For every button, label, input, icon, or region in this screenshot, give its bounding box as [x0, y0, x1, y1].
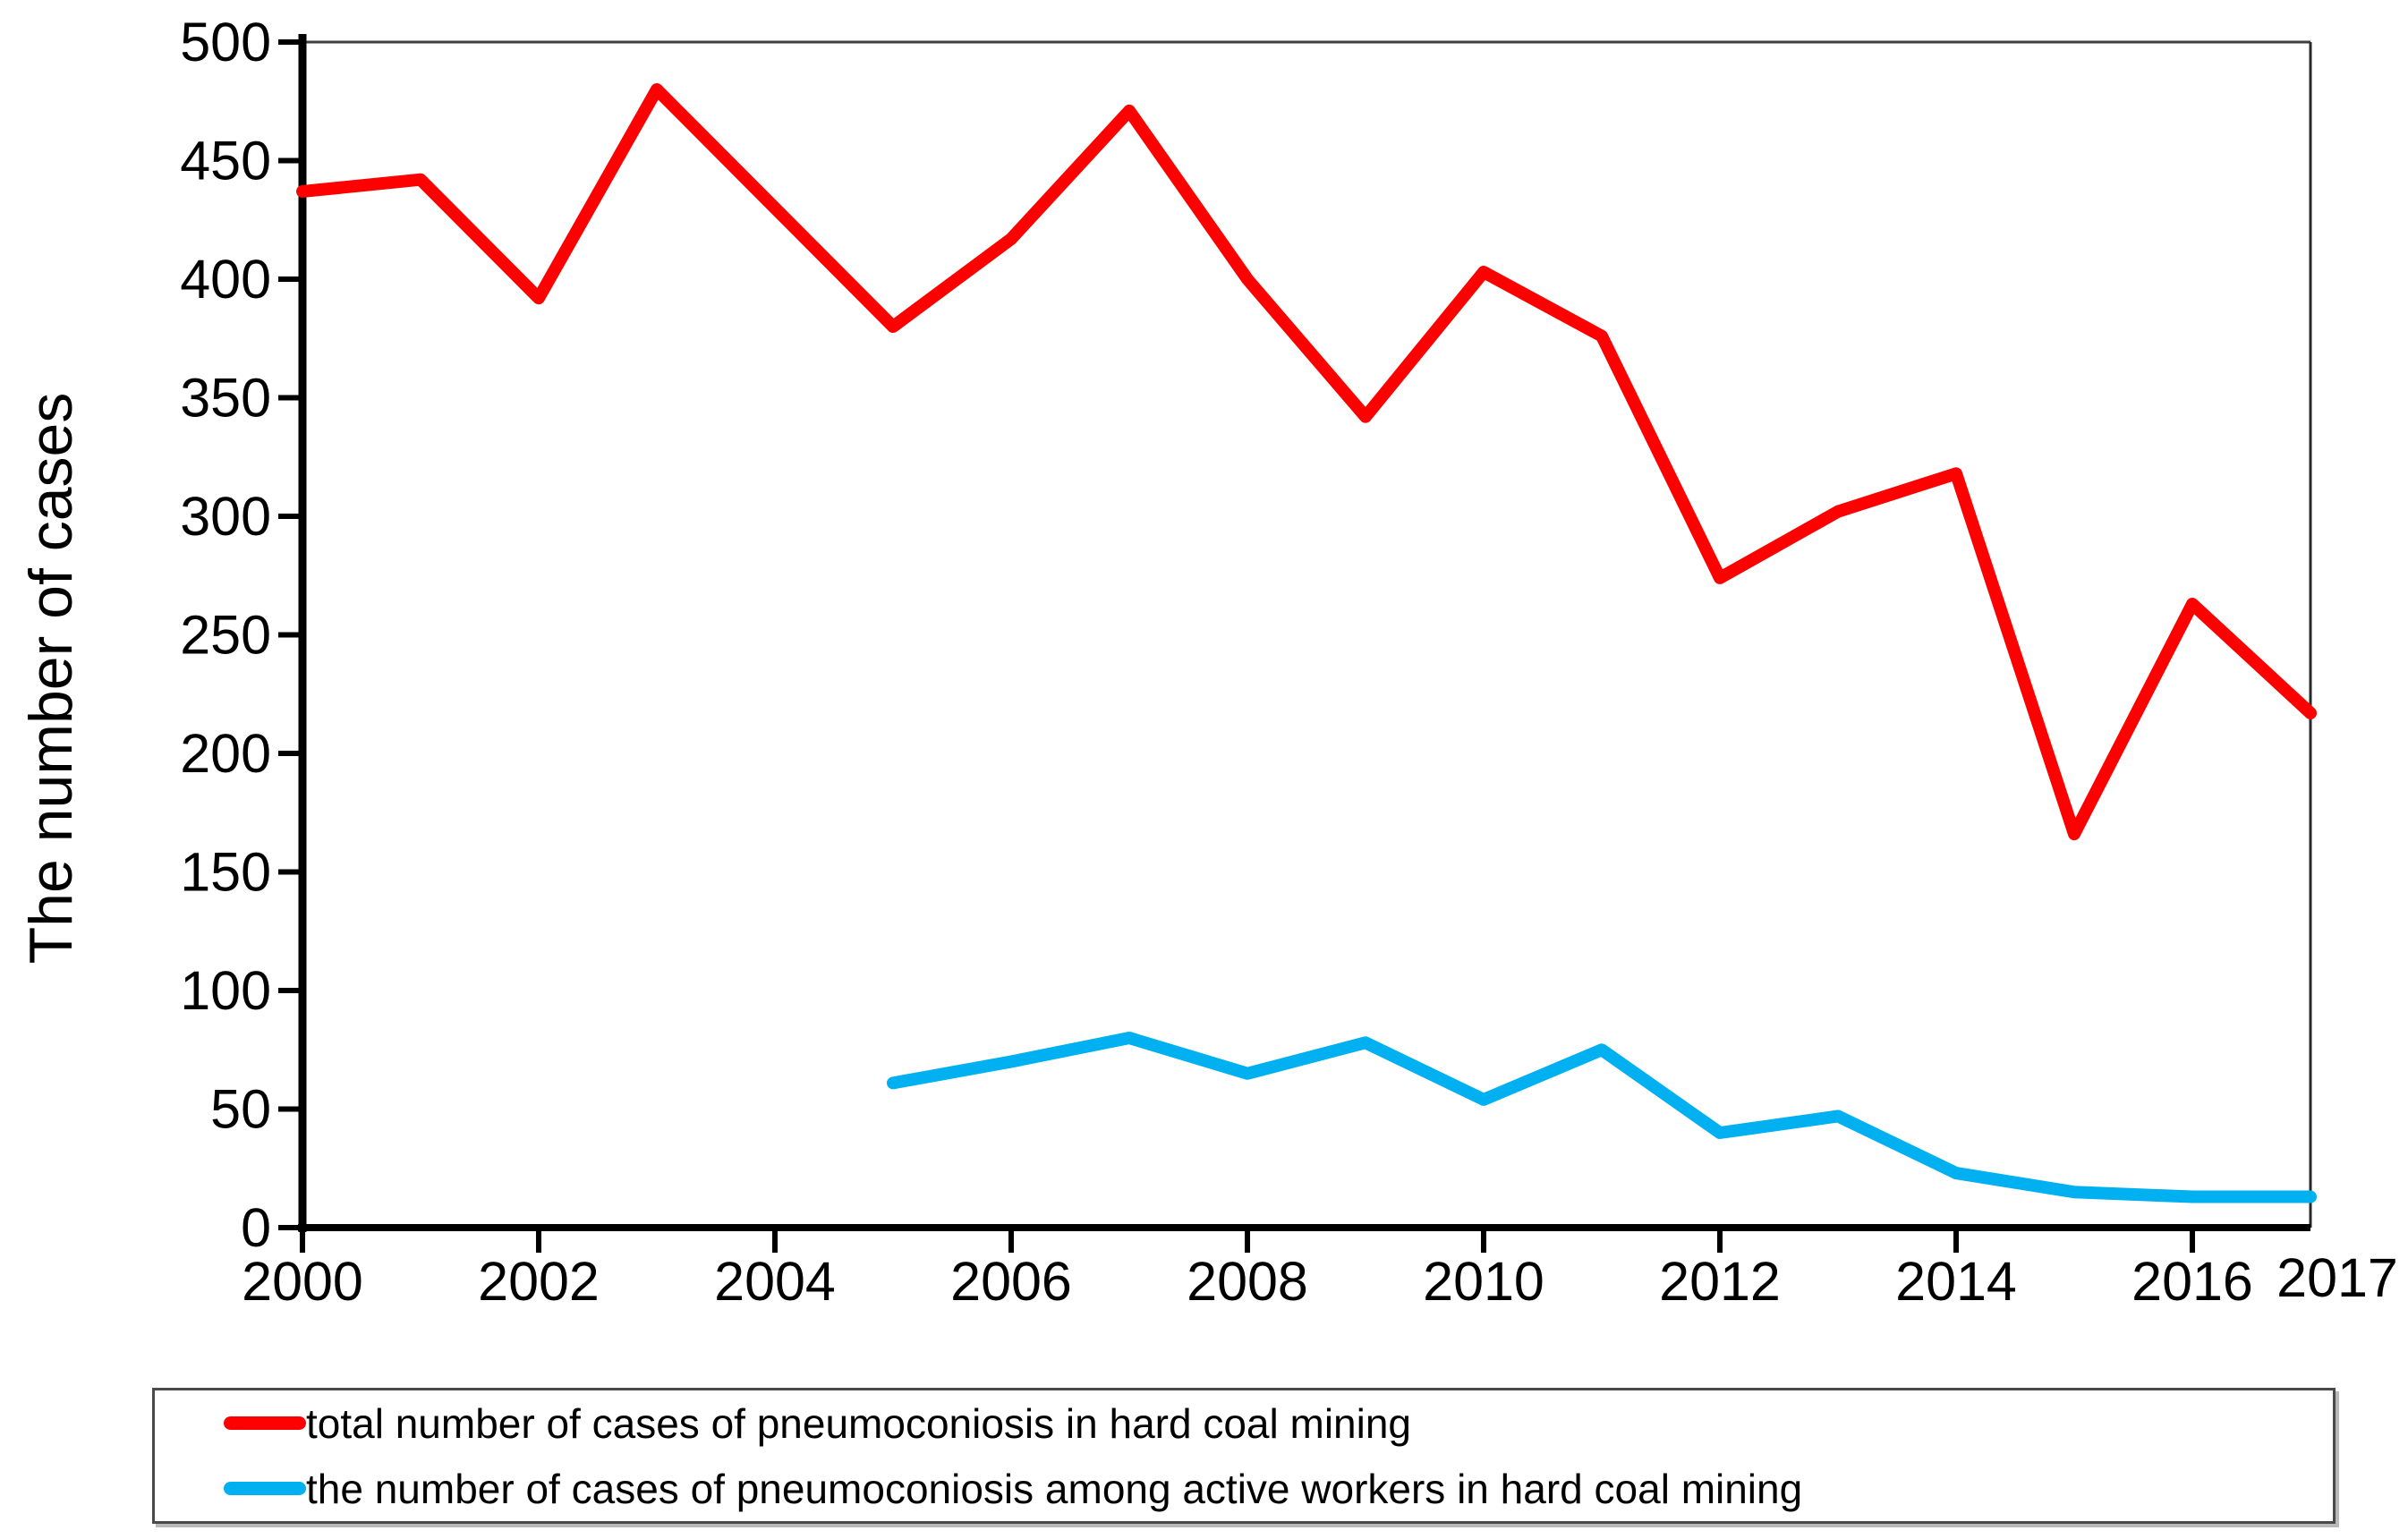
y-tick-label: 300 [180, 486, 271, 547]
x-end-label: 2017 [2276, 1247, 2398, 1308]
legend-label-active-workers: the number of cases of pneumoconiosis am… [306, 1465, 1803, 1512]
legend-marker-active-workers-line [224, 1482, 306, 1495]
legend-item-active-workers: the number of cases of pneumoconiosis am… [155, 1456, 2333, 1521]
legend-item-total: total number of cases of pneumoconiosis … [155, 1390, 2333, 1456]
y-tick-label: 450 [180, 131, 271, 191]
x-tick-label: 2016 [2131, 1251, 2253, 1312]
active-workers-line [887, 1032, 2317, 1203]
x-tick-label: 2012 [1659, 1251, 1781, 1312]
y-tick-label: 0 [241, 1197, 271, 1258]
y-tick-label: 400 [180, 249, 271, 310]
x-tick-label: 2002 [478, 1251, 600, 1312]
x-tick-label: 2008 [1187, 1251, 1308, 1312]
y-tick-label: 250 [180, 605, 271, 666]
legend-marker-total-line [224, 1416, 306, 1430]
x-tick-label: 2000 [242, 1251, 363, 1312]
x-tick-label: 2010 [1423, 1251, 1544, 1312]
legend: total number of cases of pneumoconiosis … [152, 1388, 2336, 1524]
y-tick-label: 350 [180, 368, 271, 429]
legend-label-total: total number of cases of pneumoconiosis … [306, 1399, 1412, 1447]
y-tick-label: 500 [180, 12, 271, 72]
y-tick-label: 150 [180, 842, 271, 903]
x-tick-label: 2006 [950, 1251, 1072, 1312]
y-tick-label: 200 [180, 723, 271, 784]
y-tick-label: 100 [180, 960, 271, 1021]
y-tick-label: 50 [210, 1079, 271, 1140]
x-tick-label: 2004 [714, 1251, 836, 1312]
x-tick-label: 2014 [1895, 1251, 2017, 1312]
total-cases-line [296, 83, 2317, 841]
